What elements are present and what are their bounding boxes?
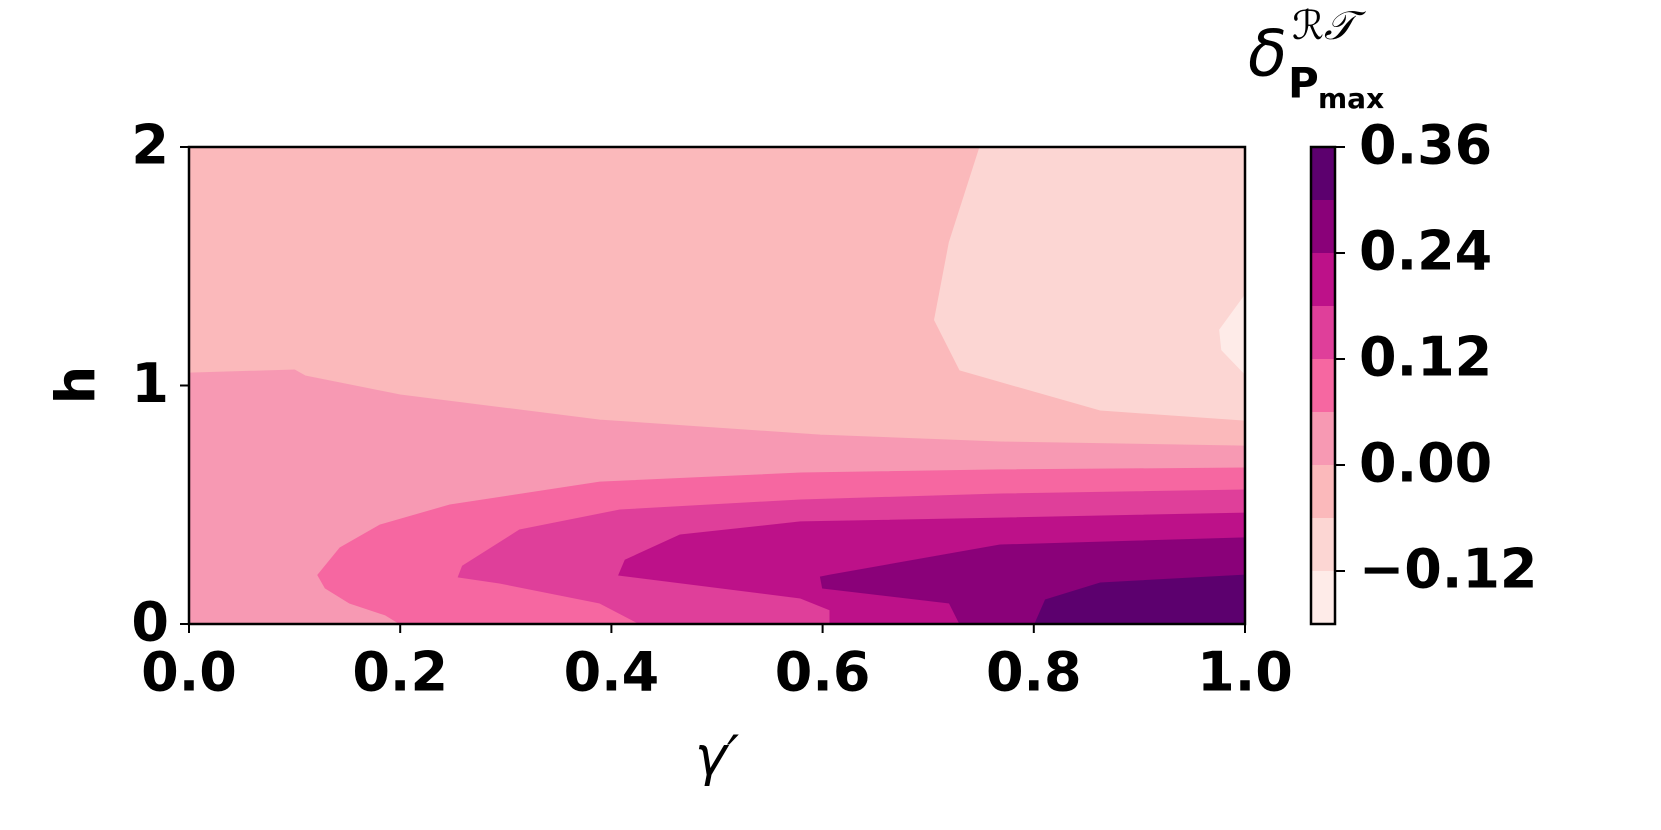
colorbar-band xyxy=(1311,465,1335,518)
x-tick-label: 0.2 xyxy=(352,641,448,704)
x-tick-label: 1.0 xyxy=(1197,641,1293,704)
colorbar-band xyxy=(1311,306,1335,359)
y-axis-label: h xyxy=(45,366,108,404)
colorbar-band xyxy=(1311,359,1335,412)
colorbar-label-sup: ℛ𝒯 xyxy=(1292,3,1367,49)
colorbar-tick-label: 0.00 xyxy=(1359,432,1492,495)
colorbar-band xyxy=(1311,412,1335,465)
colorbar-label: δ xyxy=(1248,18,1287,92)
y-tick-label: 1 xyxy=(131,352,169,415)
colorbar-tick-label: 0.36 xyxy=(1359,114,1492,177)
colorbar-tick-label: −0.12 xyxy=(1359,538,1537,601)
x-tick-label: 0.6 xyxy=(775,641,871,704)
colorbar-band xyxy=(1311,253,1335,306)
colorbar-band xyxy=(1311,571,1335,624)
colorbar-band xyxy=(1311,518,1335,571)
x-tick-label: 0.0 xyxy=(141,641,237,704)
colorbar-label-sub: P xyxy=(1288,59,1319,108)
x-tick-label: 0.8 xyxy=(986,641,1082,704)
y-tick-label: 2 xyxy=(131,114,169,177)
colorbar-band xyxy=(1311,147,1335,200)
contour-region xyxy=(934,147,1245,421)
contour-region xyxy=(1034,574,1245,624)
x-tick-label: 0.4 xyxy=(564,641,660,704)
colorbar-frame xyxy=(1309,145,1337,626)
colorbar-tick-label: 0.12 xyxy=(1359,326,1492,389)
colorbar-tick-label: 0.24 xyxy=(1359,220,1492,283)
x-axis-label: γ′ xyxy=(695,725,739,788)
contour-region xyxy=(1219,294,1245,375)
colorbar-band xyxy=(1311,200,1335,253)
plot-area xyxy=(189,147,1245,624)
y-tick-label: 0 xyxy=(131,591,169,654)
colorbar-label-sub-sub: max xyxy=(1318,82,1384,115)
